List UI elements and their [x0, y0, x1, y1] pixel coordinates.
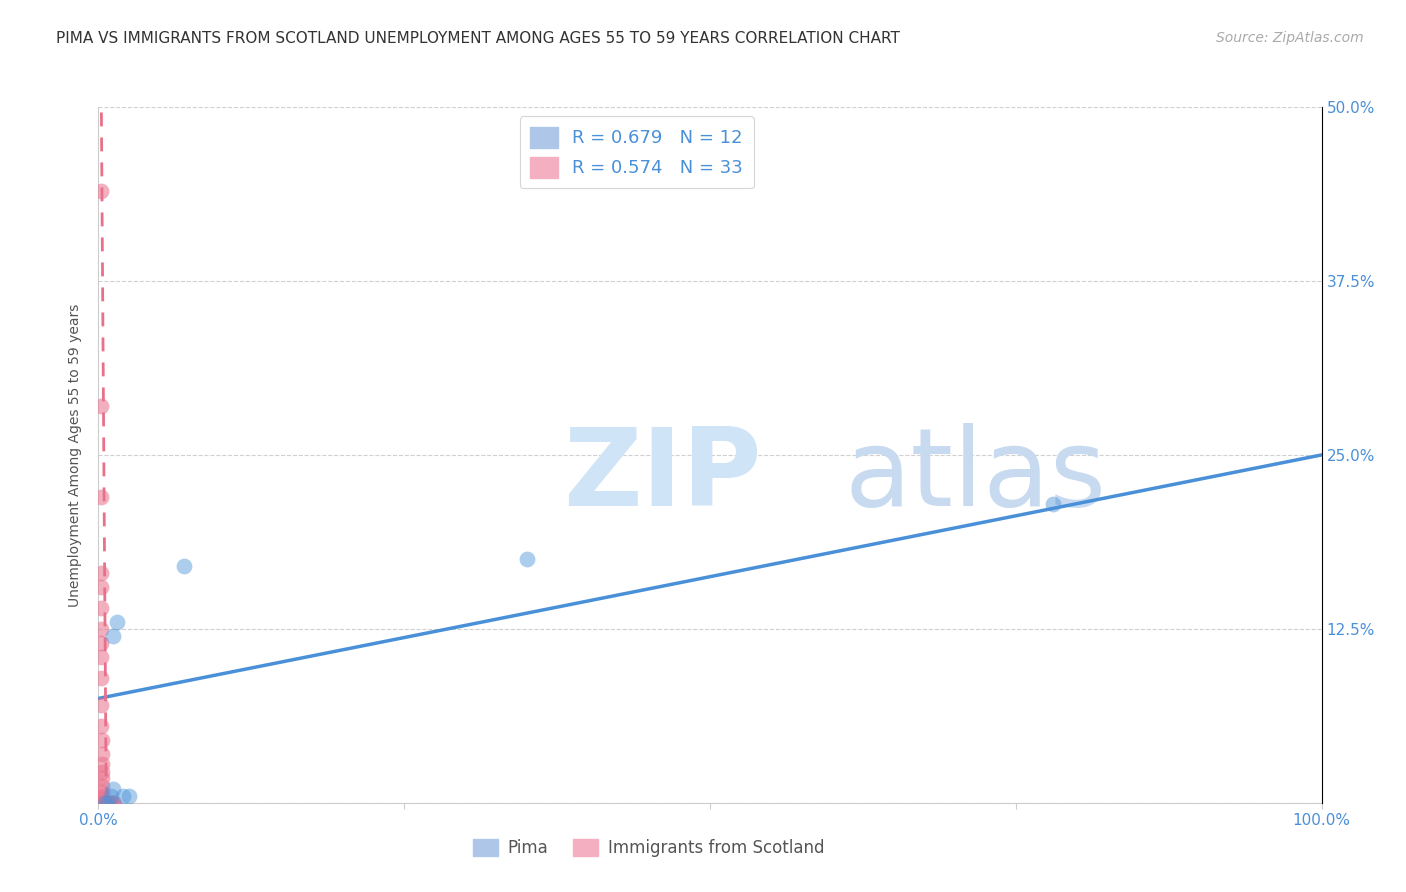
- Legend: Pima, Immigrants from Scotland: Pima, Immigrants from Scotland: [465, 832, 832, 864]
- Point: [90, 399, 112, 413]
- Point: [100, 789, 122, 803]
- Point: [91, 785, 114, 799]
- Point: [91, 796, 114, 810]
- Point: [91, 765, 114, 780]
- Point: [97, 796, 120, 810]
- Point: [91, 790, 114, 805]
- Point: [90, 580, 112, 594]
- Point: [173, 559, 195, 574]
- Point: [91, 747, 114, 761]
- Point: [94, 796, 117, 810]
- Point: [111, 789, 134, 803]
- Point: [90, 566, 112, 581]
- Point: [101, 796, 124, 810]
- Point: [91, 779, 114, 793]
- Point: [90, 649, 112, 664]
- Point: [96, 796, 118, 810]
- Text: PIMA VS IMMIGRANTS FROM SCOTLAND UNEMPLOYMENT AMONG AGES 55 TO 59 YEARS CORRELAT: PIMA VS IMMIGRANTS FROM SCOTLAND UNEMPLO…: [56, 31, 900, 46]
- Point: [91, 771, 114, 785]
- Point: [91, 793, 114, 807]
- Point: [1042, 497, 1064, 511]
- Point: [103, 796, 125, 810]
- Point: [90, 490, 112, 504]
- Point: [118, 789, 141, 803]
- Point: [91, 756, 114, 771]
- Point: [90, 671, 112, 685]
- Point: [91, 796, 114, 810]
- Point: [93, 796, 115, 810]
- Text: ZIP: ZIP: [564, 423, 762, 529]
- Point: [515, 552, 537, 566]
- Point: [101, 781, 124, 796]
- Text: atlas: atlas: [845, 423, 1107, 529]
- Point: [90, 719, 112, 733]
- Point: [105, 615, 128, 629]
- Point: [90, 636, 112, 650]
- Point: [90, 601, 112, 615]
- Point: [98, 796, 121, 810]
- Point: [90, 622, 112, 636]
- Point: [94, 796, 117, 810]
- Point: [90, 184, 112, 198]
- Point: [90, 698, 112, 713]
- Point: [93, 796, 115, 810]
- Point: [91, 733, 114, 747]
- Text: Source: ZipAtlas.com: Source: ZipAtlas.com: [1216, 31, 1364, 45]
- Y-axis label: Unemployment Among Ages 55 to 59 years: Unemployment Among Ages 55 to 59 years: [69, 303, 83, 607]
- Point: [97, 796, 120, 810]
- Point: [100, 796, 122, 810]
- Point: [91, 796, 114, 810]
- Point: [101, 629, 124, 643]
